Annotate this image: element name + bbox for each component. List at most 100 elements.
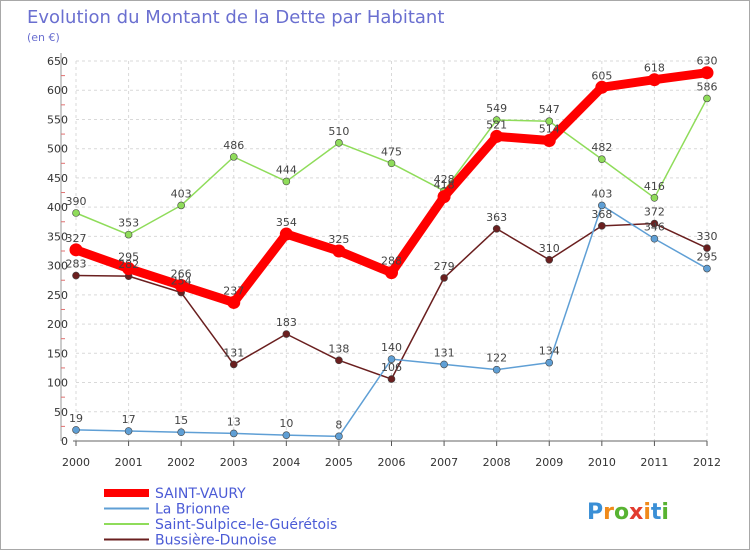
data-point [335,139,343,147]
x-tick-label: 2001 [115,456,143,469]
data-label: 8 [335,418,342,431]
data-point [650,219,659,228]
y-tick-label: 500 [47,143,68,156]
data-point [545,255,554,264]
data-point [72,271,80,280]
data-label: 418 [434,179,455,192]
data-label: 444 [276,163,297,176]
data-label: 363 [486,211,507,224]
y-tick-label: 0 [61,435,68,448]
data-label: 547 [539,103,560,116]
data-label: 549 [486,102,507,115]
data-labels: 327 295 266 237 354 325 288 418 521 514 605 618 630 1… [66,55,718,432]
data-label: 514 [539,123,560,136]
chart-subtitle: (en €) [27,31,60,44]
x-tick-label: 2006 [378,456,406,469]
data-point [335,432,343,441]
legend-label: Bussière-Dunoise [155,533,277,549]
legend-label: Saint-Sulpice-le-Guérétois [155,517,337,533]
data-point [332,244,346,258]
data-point [598,155,606,164]
data-point [69,243,83,257]
data-label: 295 [697,251,718,264]
data-label: 17 [122,413,136,426]
data-label: 183 [276,316,297,329]
data-point [492,116,501,124]
data-point [440,274,448,282]
logo-text: Proxiti [587,500,669,525]
data-label: 486 [223,139,244,152]
data-point [703,264,711,273]
data-label: 475 [381,145,402,158]
data-label: 618 [644,62,665,75]
data-point [650,234,659,243]
data-label: 13 [227,415,241,428]
y-tick-label: 600 [47,84,68,97]
data-point [72,426,80,434]
data-point [542,134,556,148]
x-tick-label: 2002 [167,456,195,469]
data-point [177,201,185,210]
data-label: 138 [328,342,349,355]
data-point [703,244,711,252]
data-label: 279 [434,260,455,273]
data-label: 325 [328,233,349,246]
series-lines [69,66,714,441]
data-label: 521 [486,118,507,131]
data-label: 131 [223,346,244,359]
data-label: 140 [381,341,402,354]
data-label: 295 [118,251,139,264]
data-point [229,360,238,369]
y-tick-label: 550 [47,113,68,126]
data-point [492,224,501,233]
data-label: 353 [118,217,139,230]
x-tick-label: 2007 [430,456,458,469]
data-point [335,356,343,365]
data-label: 605 [591,69,612,82]
y-tick-label: 150 [47,347,68,360]
data-label: 403 [171,187,192,200]
data-point [282,431,291,439]
y-tick-label: 450 [47,172,68,185]
y-tick-label: 200 [47,318,68,331]
data-point [124,427,133,435]
data-label: 254 [171,275,192,288]
x-tick-label: 2009 [535,456,563,469]
y-tick-label: 100 [47,377,68,390]
data-point [174,278,188,292]
data-point [227,295,241,309]
data-point [229,153,238,161]
x-tick-label: 2005 [325,456,353,469]
data-label: 131 [434,346,455,359]
data-point [647,73,661,87]
data-label: 15 [174,414,188,427]
x-tick-label: 2008 [483,456,511,469]
x-tick-label: 2011 [640,456,668,469]
data-point [279,227,293,241]
grid [75,60,708,441]
axes: 0501001502002503003504004505005506006502… [47,53,721,469]
data-label: 428 [434,173,455,186]
data-point [72,209,80,217]
y-tick-label: 400 [47,201,68,214]
data-point [387,159,396,168]
data-point [177,428,185,437]
data-label: 346 [644,221,665,234]
data-point [545,358,554,367]
data-label: 282 [118,258,139,271]
chart-title: Evolution du Montant de la Dette par Hab… [27,7,444,28]
data-label: 134 [539,345,560,358]
data-point [598,201,606,210]
data-label: 330 [697,230,718,243]
legend-label: La Brionne [155,502,230,518]
data-label: 390 [66,195,87,208]
proxiti-logo: Proxiti [587,500,669,525]
data-label: 237 [223,284,244,297]
y-tick-label: 250 [47,289,68,302]
data-label: 106 [381,361,402,374]
legend-label: SAINT-VAURY [155,486,246,502]
y-tick-label: 650 [47,55,68,68]
x-tick-label: 2012 [693,456,721,469]
data-label: 630 [697,55,718,68]
